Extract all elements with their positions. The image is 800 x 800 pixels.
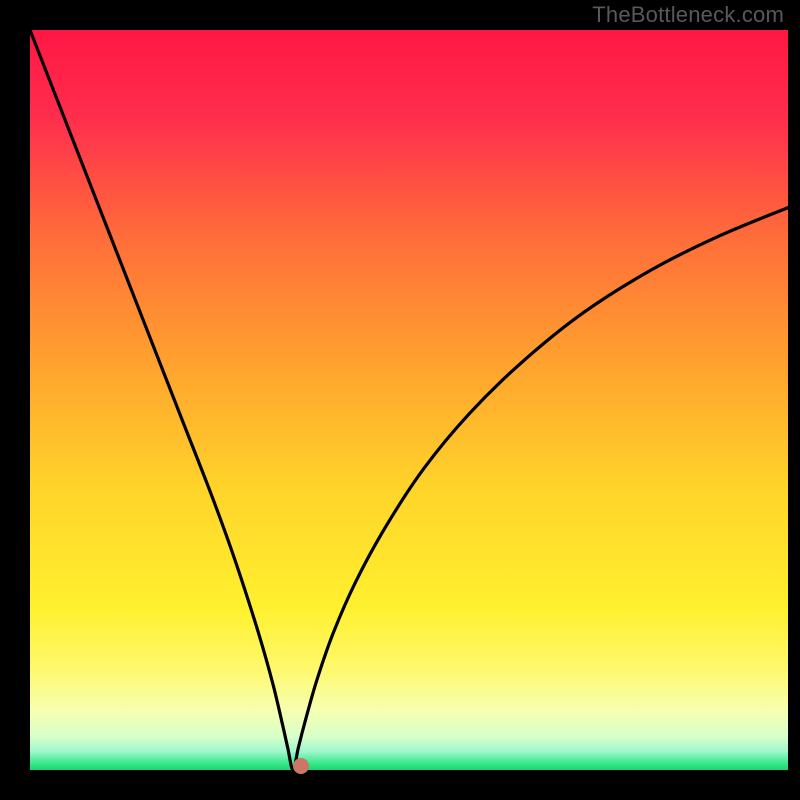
- optimal-point-marker: [293, 758, 309, 774]
- plot-area: [30, 30, 788, 770]
- bottleneck-curve: [30, 30, 788, 770]
- curve-path: [30, 30, 788, 770]
- chart-frame: TheBottleneck.com: [0, 0, 800, 800]
- watermark-label: TheBottleneck.com: [592, 2, 784, 28]
